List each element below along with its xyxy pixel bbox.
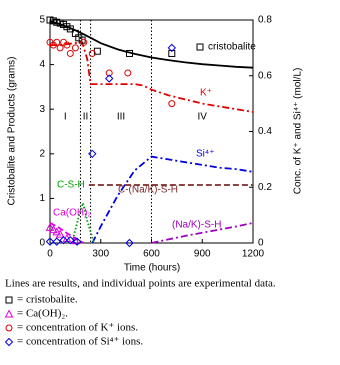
series-label: (Na/K)-S-H bbox=[172, 220, 221, 231]
legend-marker bbox=[5, 296, 13, 304]
point bbox=[59, 236, 68, 245]
series-label: cristobalite bbox=[208, 42, 256, 53]
point bbox=[49, 225, 58, 234]
legend-marker bbox=[5, 324, 13, 332]
y-tick-label: 4 bbox=[39, 59, 45, 70]
y2-tick-label: 0.6 bbox=[258, 70, 272, 81]
point bbox=[105, 69, 113, 77]
legend-label: = cristobalite. bbox=[17, 294, 78, 306]
point bbox=[105, 74, 114, 83]
point bbox=[45, 237, 55, 246]
point bbox=[168, 49, 176, 57]
legend-marker bbox=[4, 309, 14, 318]
y-tick-label: 1 bbox=[39, 193, 45, 204]
y2-axis-title: Conc. of K⁺ and Si⁴⁺ (mol/L) bbox=[293, 68, 304, 195]
point bbox=[125, 238, 134, 248]
point bbox=[63, 41, 71, 49]
x-tick-label: 300 bbox=[92, 249, 109, 260]
point bbox=[52, 237, 61, 246]
caption: Lines are results, and individual points… bbox=[5, 278, 276, 290]
x-tick-label: 600 bbox=[143, 249, 160, 260]
y-tick-label: 3 bbox=[39, 104, 45, 115]
point bbox=[66, 49, 74, 57]
y-tick-label: 0 bbox=[39, 238, 45, 249]
series-label: Si⁴⁺ bbox=[196, 149, 214, 160]
stage-label: I bbox=[64, 112, 67, 123]
y-axis-title: Cristobalite and Products (grams) bbox=[7, 57, 18, 206]
point bbox=[167, 43, 177, 53]
point bbox=[56, 44, 64, 52]
label-marker bbox=[196, 43, 204, 51]
point bbox=[71, 44, 79, 52]
y2-tick-label: 0.2 bbox=[258, 182, 272, 193]
y2-tick-label: 0.8 bbox=[258, 15, 272, 26]
legend-label: = concentration of Si⁴⁺ ions. bbox=[17, 336, 143, 348]
series-label: C-S-H bbox=[57, 180, 85, 191]
y2-tick-label: 0.4 bbox=[258, 126, 272, 137]
series-line bbox=[91, 155, 254, 244]
point bbox=[126, 49, 134, 57]
point bbox=[53, 38, 61, 46]
point bbox=[78, 36, 86, 44]
point bbox=[88, 149, 97, 159]
point bbox=[45, 222, 55, 231]
stage-label: II bbox=[83, 112, 89, 123]
point bbox=[72, 237, 82, 246]
y2-tick-label: 0 bbox=[258, 238, 264, 249]
series-line bbox=[49, 222, 85, 244]
series-line bbox=[151, 222, 254, 244]
x-tick-label: 1200 bbox=[242, 249, 265, 260]
legend-marker bbox=[4, 337, 14, 347]
x-axis-title: Time (hours) bbox=[124, 263, 180, 274]
point bbox=[66, 236, 75, 245]
series-line bbox=[71, 199, 95, 244]
point bbox=[124, 69, 132, 77]
point bbox=[55, 229, 65, 238]
point bbox=[80, 38, 88, 46]
stage-label: III bbox=[117, 112, 125, 123]
point bbox=[52, 227, 62, 236]
x-tick-label: 900 bbox=[194, 249, 211, 260]
series-label: K⁺ bbox=[200, 88, 212, 99]
series-line bbox=[50, 41, 254, 113]
point bbox=[88, 49, 96, 57]
series-label: C-(Na/K)-S-H bbox=[118, 185, 178, 196]
x-tick-label: 0 bbox=[47, 249, 53, 260]
series-label: Ca(OH)₂ bbox=[53, 208, 91, 219]
point bbox=[168, 100, 176, 108]
point bbox=[66, 25, 74, 33]
y-tick-label: 5 bbox=[39, 15, 45, 26]
legend-label: = Ca(OH)₂. bbox=[17, 308, 68, 320]
legend-label: = concentration of K⁺ ions. bbox=[17, 322, 138, 334]
stage-label: IV bbox=[198, 112, 208, 123]
y-tick-label: 2 bbox=[39, 148, 45, 159]
